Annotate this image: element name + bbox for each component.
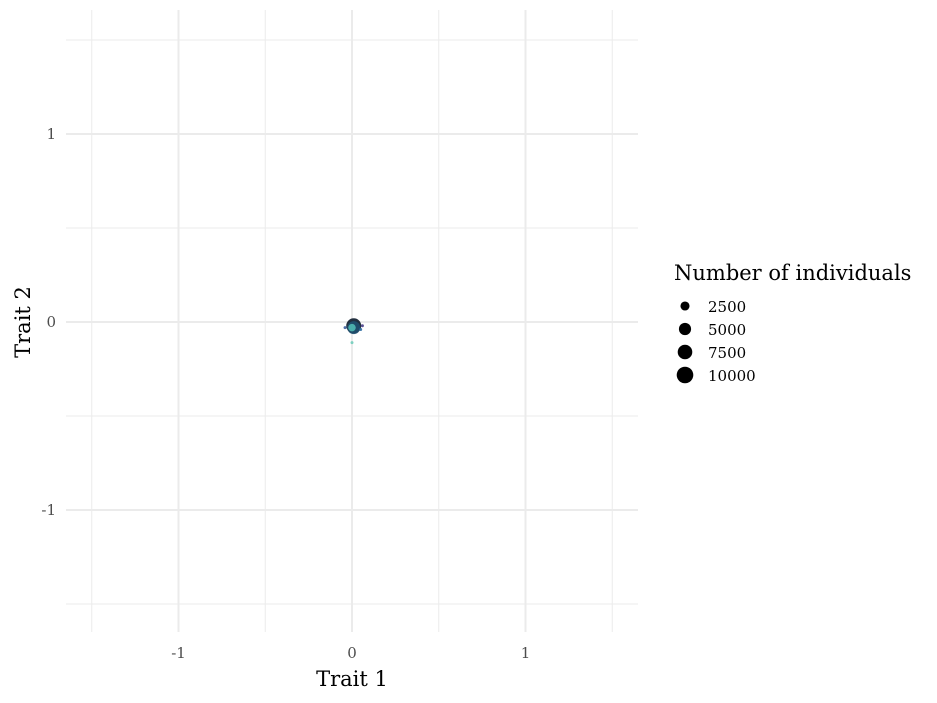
y-tick-label: 0	[46, 313, 56, 331]
legend-key	[677, 344, 693, 360]
data-point	[360, 324, 364, 328]
data-points	[343, 318, 364, 345]
legend-entries: 2500 5000 7500 10000	[676, 298, 756, 385]
legend-label: 2500	[708, 298, 746, 316]
legend-label: 7500	[708, 344, 746, 362]
legend-label: 10000	[708, 367, 756, 385]
legend-key	[678, 322, 692, 336]
x-axis-ticks: -1 0 1	[171, 644, 530, 662]
x-tick-label: 1	[521, 644, 531, 662]
x-tick-label: 0	[347, 644, 357, 662]
legend-key	[676, 366, 694, 384]
y-tick-label: -1	[41, 501, 56, 519]
data-point	[350, 341, 354, 345]
legend-key	[680, 301, 690, 311]
y-tick-label: 1	[46, 125, 56, 143]
x-axis-title: Trait 1	[316, 667, 388, 691]
legend-label: 5000	[708, 321, 746, 339]
size-legend: Number of individuals 2500 5000 7500 10000	[674, 261, 911, 385]
y-axis-ticks: 1 0 -1	[41, 125, 56, 519]
y-axis-title: Trait 2	[11, 286, 35, 358]
x-tick-label: -1	[171, 644, 186, 662]
data-point	[359, 328, 363, 332]
data-point	[343, 326, 347, 330]
data-point	[348, 323, 356, 332]
legend-title: Number of individuals	[674, 261, 911, 285]
